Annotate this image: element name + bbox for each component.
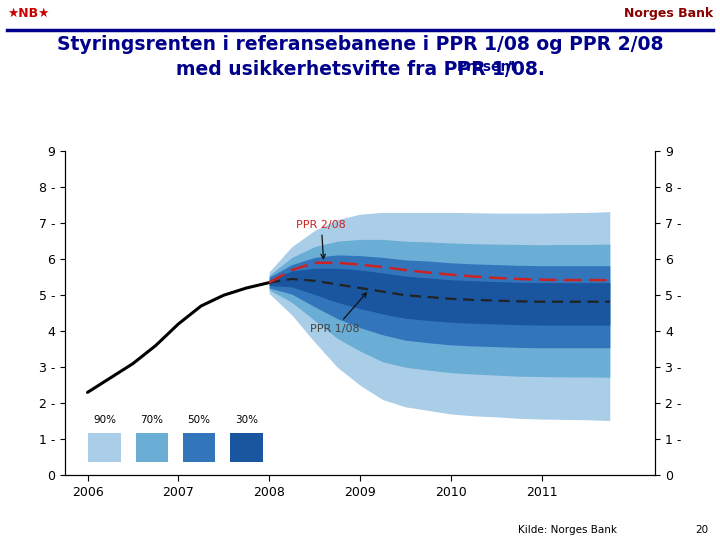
Text: ★NB★: ★NB★ [7,7,50,20]
Bar [183,433,215,462]
Text: Styringsrenten i referansebanene i PPR 1/08 og PPR 2/08: Styringsrenten i referansebanene i PPR 1… [57,35,663,54]
Bar [135,433,168,462]
Text: PPR 2/08: PPR 2/08 [297,220,346,259]
Text: med usikkerhetsvifte fra PPR 1/08.: med usikkerhetsvifte fra PPR 1/08. [176,60,544,79]
Text: Prosent: Prosent [457,60,518,75]
Text: 30%: 30% [235,415,258,425]
Text: 20: 20 [695,524,708,535]
Bar [230,433,263,462]
Text: 70%: 70% [140,415,163,425]
Bar [89,433,121,462]
Text: 90%: 90% [93,415,116,425]
Text: Kilde: Norges Bank: Kilde: Norges Bank [518,524,618,535]
Text: 50%: 50% [188,415,211,425]
Text: Norges Bank: Norges Bank [624,7,713,20]
Text: PPR 1/08: PPR 1/08 [310,293,366,334]
